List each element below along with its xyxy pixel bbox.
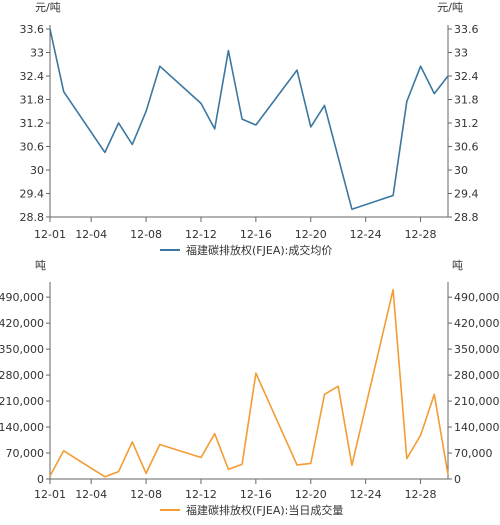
- panel-1-ytick-label-right: 31.2: [454, 117, 479, 130]
- panel-1-ytick-label-right: 33: [454, 47, 468, 60]
- panel-1-series-line: [49, 28, 449, 210]
- panel-1-ytick-label-right: 33.6: [454, 23, 479, 36]
- panel-1-ytick-label-right: 29.4: [454, 188, 479, 201]
- panel-1-ytick-label-left: 30.6: [20, 141, 45, 154]
- panel-1-ytick-label-right: 30: [454, 164, 468, 177]
- panel-2-ytick-label-left: 0: [37, 473, 44, 486]
- panel-2-xtick-label: 12-01: [34, 488, 66, 501]
- panel-1-xtick-label: 12-01: [34, 228, 66, 241]
- panel-1-xtick-label: 12-16: [240, 228, 272, 241]
- panel-1-ytick-label-right: 31.8: [454, 94, 479, 107]
- panel-1-xtick-label: 12-28: [405, 228, 437, 241]
- panel-1-ytick-label-left: 28.8: [20, 211, 45, 224]
- panel-1-ytick-label-left: 33.6: [20, 23, 45, 36]
- panel-2-xtick-label: 12-04: [75, 488, 107, 501]
- panel-1-ytick-label-right: 30.6: [454, 141, 479, 154]
- panel-2-unit-right: 吨: [452, 259, 463, 272]
- panel-2-ytick-label-left: 420,000: [0, 317, 44, 330]
- panel-2-ytick-label-left: 350,000: [0, 343, 44, 356]
- panel-2-xtick-label: 12-20: [295, 488, 327, 501]
- panel-2-ytick-label-right: 490,000: [454, 291, 500, 304]
- panel-2-ytick-label-left: 490,000: [0, 291, 44, 304]
- panel-2-xtick-label: 12-08: [130, 488, 162, 501]
- panel-1-ytick-label-right: 32.4: [454, 70, 479, 83]
- panel-1-unit-right: 元/吨: [437, 1, 463, 14]
- panel-2-ytick-label-right: 420,000: [454, 317, 500, 330]
- panel-1-xtick-label: 12-04: [75, 228, 107, 241]
- panel-1-ytick-label-left: 32.4: [20, 70, 45, 83]
- panel-2-ytick-label-left: 140,000: [0, 421, 44, 434]
- panel-2-ytick-label-right: 210,000: [454, 395, 500, 408]
- panel-1-ytick-label-left: 29.4: [20, 188, 45, 201]
- panel-1-ytick-label-left: 33: [30, 47, 44, 60]
- panel-2-xtick-label: 12-24: [350, 488, 382, 501]
- panel-1-ytick-label-right: 28.8: [454, 211, 479, 224]
- panel-1-ytick-label-left: 31.2: [20, 117, 45, 130]
- panel-2-ytick-label-right: 350,000: [454, 343, 500, 356]
- panel-2-ytick-label-right: 70,000: [454, 447, 493, 460]
- panel-2-series-line: [49, 288, 449, 478]
- panel-1-xtick-label: 12-12: [185, 228, 217, 241]
- panel-2-ytick-label-right: 0: [454, 473, 461, 486]
- panel-2-ytick-label-left: 280,000: [0, 369, 44, 382]
- panel-1-xtick-label: 12-08: [130, 228, 162, 241]
- panel-1-legend-label: 福建碳排放权(FJEA):成交均价: [186, 243, 332, 257]
- panel-2-ytick-label-right: 280,000: [454, 369, 500, 382]
- panel-1-xtick-label: 12-24: [350, 228, 382, 241]
- panel-2-ytick-label-right: 140,000: [454, 421, 500, 434]
- panel-1-ytick-label-left: 30: [30, 164, 44, 177]
- panel-2-unit-left: 吨: [35, 259, 46, 272]
- panel-1-unit-left: 元/吨: [35, 1, 61, 14]
- panel-2-ytick-label-left: 70,000: [6, 447, 45, 460]
- panel-2-xtick-label: 12-28: [405, 488, 437, 501]
- panel-2-legend-label: 福建碳排放权(FJEA):当日成交量: [186, 503, 343, 517]
- panel-2-xtick-label: 12-16: [240, 488, 272, 501]
- panel-2-ytick-label-left: 210,000: [0, 395, 44, 408]
- panel-1-ytick-label-left: 31.8: [20, 94, 45, 107]
- panel-2-xtick-label: 12-12: [185, 488, 217, 501]
- panel-1-xtick-label: 12-20: [295, 228, 327, 241]
